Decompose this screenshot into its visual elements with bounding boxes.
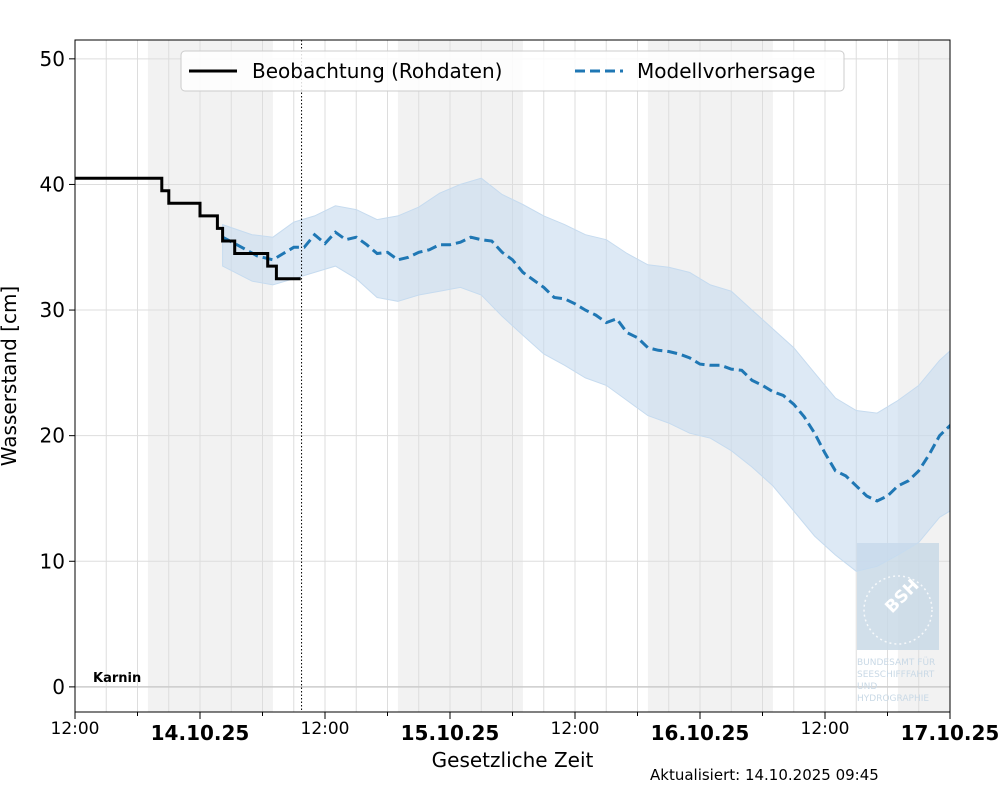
updated-timestamp: Aktualisiert: 14.10.2025 09:45 (650, 766, 879, 784)
bsh-logo-caption-1: BUNDESAMT FÜR (857, 657, 935, 668)
legend: Beobachtung (Rohdaten) Modellvorhersage (180, 50, 845, 92)
y-tick-label: 20 (40, 424, 65, 448)
y-axis-label: Wasserstand [cm] (0, 286, 21, 466)
bsh-logo-caption-3: UND (857, 682, 877, 692)
y-tick-label: 10 (40, 549, 65, 573)
x-tick-label: 12:00 (551, 719, 600, 739)
night-shade-1 (397, 40, 523, 712)
x-tick-label: 17.10.25 (901, 721, 1000, 745)
legend-box (180, 50, 845, 92)
y-tick-label: 40 (40, 172, 65, 196)
legend-label-forecast: Modellvorhersage (637, 59, 815, 83)
bsh-logo-caption-2: SEESCHIFFFAHRT (857, 670, 935, 680)
series-line-observation (75, 176, 301, 281)
y-tick-label: 0 (52, 675, 65, 699)
x-tick-label: 16.10.25 (651, 721, 750, 745)
x-tick-label: 12:00 (51, 719, 100, 739)
legend-label-observation: Beobachtung (Rohdaten) (252, 59, 502, 83)
x-axis-label: Gesetzliche Zeit (432, 748, 594, 772)
y-tick-label: 30 (40, 298, 65, 322)
series-line-forecast (221, 230, 950, 503)
y-tick-label: 50 (40, 47, 65, 71)
forecast-uncertainty-band (222, 177, 950, 572)
x-tick-label: 12:00 (801, 719, 850, 739)
x-tick-label: 15.10.25 (401, 721, 500, 745)
x-tick-label: 12:00 (301, 719, 350, 739)
bsh-logo-caption-4: HYDROGRAPHIE (857, 694, 929, 704)
night-shade-0 (147, 40, 273, 712)
x-tick-label: 14.10.25 (151, 721, 250, 745)
station-label: Karnin (93, 671, 141, 686)
